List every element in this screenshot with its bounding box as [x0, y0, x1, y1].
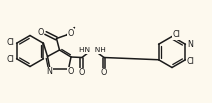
Text: O: O	[79, 68, 85, 77]
Text: Cl: Cl	[173, 30, 181, 39]
Text: Cl: Cl	[6, 38, 14, 47]
Text: Cl: Cl	[6, 55, 14, 64]
Text: HN  NH: HN NH	[80, 47, 106, 53]
Text: O: O	[67, 29, 74, 38]
Text: O: O	[67, 67, 74, 76]
Text: N: N	[188, 40, 194, 49]
Text: O: O	[37, 28, 43, 37]
Text: O: O	[101, 68, 107, 77]
Text: Cl: Cl	[186, 57, 194, 66]
Text: N: N	[46, 67, 52, 76]
